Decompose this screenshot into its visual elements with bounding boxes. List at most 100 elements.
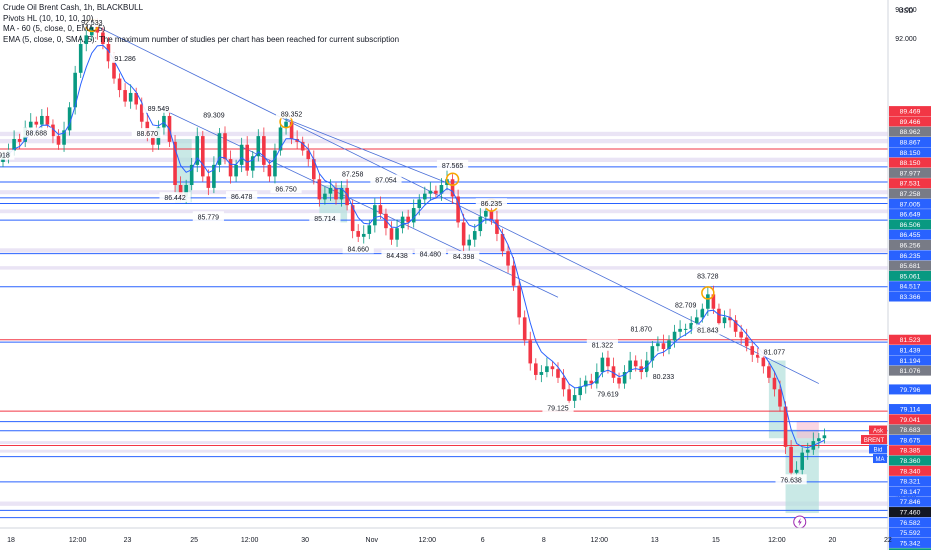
price-tag: 89.466	[889, 116, 931, 127]
price-tag-text: 87.531	[900, 181, 921, 188]
pivot-label-text: 81.322	[592, 343, 614, 350]
pivot-label-text: 80.233	[653, 374, 675, 381]
x-tick-label: 12:00	[241, 537, 259, 544]
price-tag-text: 88.150	[900, 160, 921, 167]
pivot-label-bg	[586, 339, 618, 350]
study-ma[interactable]: MA - 60 (5, close, 0, EMA, 5)	[3, 24, 106, 33]
price-tag-bg	[889, 496, 931, 507]
pivot-label-bg	[270, 183, 302, 194]
pivot-label-text: 86.235	[481, 201, 503, 208]
x-tick-label: 30	[301, 537, 309, 544]
price-tag: 84.517	[889, 281, 931, 292]
price-tag: 78.675	[889, 434, 931, 445]
pivot-label-bg	[692, 324, 724, 335]
pivot-label: 82.709	[670, 299, 702, 310]
candle-body	[484, 210, 488, 217]
x-tick-label: 25	[190, 537, 198, 544]
pivot-label-text: 91.286	[114, 56, 136, 63]
candle-body	[800, 452, 804, 470]
price-tag-bg	[889, 250, 931, 261]
pivot-label: 88.670	[131, 128, 163, 139]
price-tag: 85.681	[889, 260, 931, 271]
price-tag: 78.321	[889, 476, 931, 487]
price-tag-text: 81.076	[900, 368, 921, 375]
candle-body	[606, 357, 610, 367]
x-tick-label: 12:00	[768, 537, 786, 544]
price-tag-bg	[889, 157, 931, 168]
candle-body	[228, 159, 233, 177]
candle-body	[595, 372, 599, 384]
candle-body	[700, 308, 705, 318]
candle-body	[345, 187, 349, 206]
candle-body	[323, 193, 327, 200]
candle-body	[67, 107, 72, 131]
price-tag: 88.150	[889, 157, 931, 168]
price-tag-bg	[889, 527, 931, 538]
side-tag-bg	[861, 435, 887, 445]
y-tick-label: 92.000	[895, 36, 917, 43]
candle-body	[12, 138, 16, 151]
pivot-label: 86.750	[270, 183, 302, 194]
candle-body	[334, 187, 338, 200]
pivot-label-text: 81.870	[631, 327, 653, 334]
pivot-label-text: 89.352	[281, 111, 303, 118]
price-tag-text: 88.150	[900, 150, 921, 157]
study-pivots[interactable]: Pivots HL (10, 10, 10, 10)	[3, 13, 94, 23]
candle-body	[667, 340, 671, 350]
candle-body	[567, 389, 571, 401]
price-tag-bg	[889, 455, 931, 466]
price-tag: 86.649	[889, 209, 931, 220]
x-tick-label: 12:00	[418, 537, 436, 544]
candle-body	[495, 219, 499, 234]
study-ema[interactable]: EMA (5, close, 0, SMA, 5): The maximum n…	[3, 34, 400, 44]
candle-body	[628, 360, 632, 373]
pivot-label: 85.714	[309, 213, 341, 224]
price-tag: 81.076	[889, 365, 931, 376]
candle-body	[245, 144, 249, 171]
candle-body	[456, 196, 460, 223]
pivot-label: 87.565	[436, 159, 469, 170]
side-tag-bg	[873, 454, 887, 464]
candle-body	[134, 92, 138, 105]
candle-body	[195, 136, 200, 165]
candle-body	[217, 133, 222, 165]
pivot-label-text: 82.709	[675, 303, 697, 310]
price-tag: 86.235	[889, 250, 931, 261]
side-tag-text: BRENT	[864, 438, 885, 444]
candle-body	[250, 156, 255, 171]
candle-body	[356, 231, 360, 237]
candle-body	[661, 343, 666, 350]
price-tag-text: 89.466	[900, 119, 921, 126]
price-tag-text: 78.147	[900, 489, 921, 496]
price-tag-bg	[889, 209, 931, 220]
price-tag-text: 88.867	[900, 139, 921, 146]
pivot-label-text: 86.442	[164, 195, 186, 202]
candle-body	[395, 228, 399, 240]
pivot-label: 87.054	[370, 174, 402, 185]
price-tag: 76.582	[889, 517, 931, 528]
zone-band	[0, 131, 888, 137]
price-tag-text: 75.342	[900, 540, 921, 547]
price-tag-text: 89.469	[900, 109, 921, 116]
price-tag-text: 78.675	[900, 437, 921, 444]
candle-body	[805, 449, 810, 453]
price-tag-bg	[889, 507, 931, 518]
price-tag-text: 86.649	[900, 212, 921, 219]
symbol-title[interactable]: Crude Oil Brent Cash, 1h, BLACKBULL	[3, 3, 144, 12]
currency-label: USD	[899, 8, 914, 15]
pivot-label: 91.286	[109, 52, 141, 63]
price-tag: 87.258	[889, 188, 931, 199]
pivot-circle	[445, 172, 460, 187]
price-tag-bg	[889, 178, 931, 189]
candle-body	[306, 150, 311, 160]
candle-body	[650, 346, 655, 361]
trendline	[91, 23, 820, 384]
candle-body	[617, 377, 621, 384]
price-tag-bg	[889, 239, 931, 250]
candle-body	[672, 331, 677, 341]
pivot-circle	[701, 286, 715, 300]
candle-body	[767, 366, 771, 378]
candle-body	[423, 193, 427, 200]
